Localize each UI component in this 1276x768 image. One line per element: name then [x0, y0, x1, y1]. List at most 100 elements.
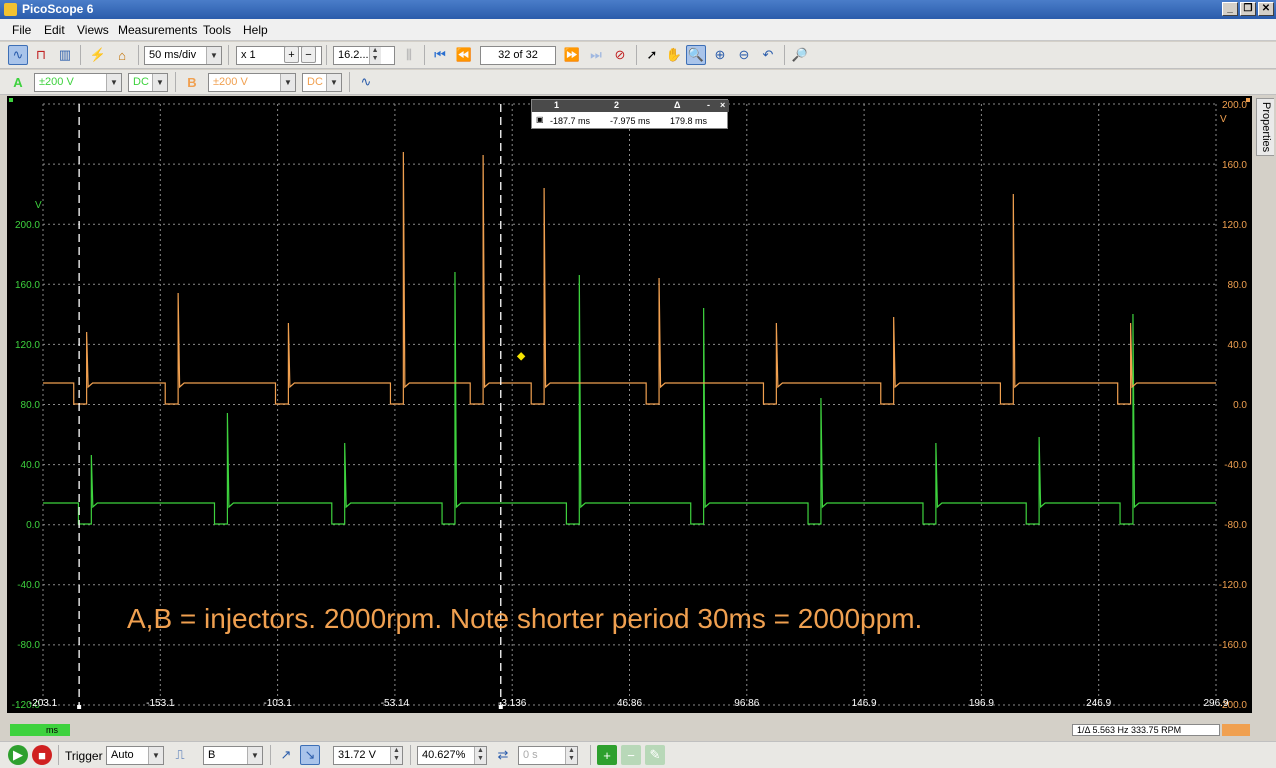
pointer-tool-icon[interactable]: ➚ — [646, 47, 658, 62]
zoom-plus-button[interactable]: + — [284, 46, 299, 63]
channel-a-range[interactable]: ±200 V ▼ — [34, 73, 122, 92]
x-axis-unit: ms — [10, 724, 70, 736]
sample-rate-icon[interactable]: ⫼ — [406, 47, 412, 62]
y-tick-label-right: 0.0 — [1233, 400, 1247, 411]
samples-field[interactable]: 16.2... ▲ ▼ — [333, 46, 395, 65]
channel-a-marker — [9, 98, 13, 102]
run-button[interactable]: ▶ — [8, 745, 28, 765]
close-button[interactable]: ✕ — [1258, 2, 1274, 16]
x-tick-label: 146.9 — [852, 698, 877, 709]
rising-edge-icon[interactable]: ↗ — [280, 747, 292, 762]
zoom-field[interactable]: x 1 — [236, 46, 322, 65]
x-tick-label: 196.9 — [969, 698, 994, 709]
trigger-delay-icon[interactable]: ⇄ — [497, 747, 509, 762]
channel-b-marker — [1246, 98, 1250, 102]
time-ruler-handle-1 — [77, 705, 82, 709]
minimize-button[interactable]: _ — [1222, 2, 1238, 16]
menu-measurements[interactable]: Measurements — [118, 23, 198, 37]
x-tick-label: -103.1 — [263, 698, 292, 709]
probe-icon[interactable]: ⚡ — [89, 47, 107, 62]
y-tick-label-left: 0.0 — [26, 520, 40, 531]
y-tick-label-right: 80.0 — [1228, 280, 1248, 291]
add-measurement-icon[interactable]: + — [597, 745, 617, 765]
trigger-type-icon[interactable]: ⎍ — [175, 747, 185, 762]
trigger-channel-select[interactable]: B ▼ — [203, 746, 263, 765]
ruler-value-delta: 179.8 ms — [670, 116, 708, 126]
y-tick-label-right: -200.0 — [1219, 700, 1248, 711]
trigger-delay-field[interactable]: 0 s ▲ ▼ — [518, 746, 578, 765]
ruler-minimize-icon[interactable]: - — [707, 100, 710, 110]
zoom-overview-icon[interactable]: 🔎 — [791, 47, 809, 62]
ruler-checkbox[interactable]: ▣ — [536, 115, 544, 124]
persistence-mode-icon[interactable]: ⊓ — [35, 47, 47, 62]
restore-button[interactable]: ❐ — [1240, 2, 1256, 16]
window-title: PicoScope 6 — [22, 2, 94, 16]
channel-b-range[interactable]: ±200 V ▼ — [208, 73, 296, 92]
buffer-navigator[interactable]: 32 of 32 — [480, 46, 556, 65]
y-tick-label-left: -40.0 — [17, 580, 40, 591]
menu-tools[interactable]: Tools — [203, 23, 232, 37]
ruler-value-1: -187.7 ms — [550, 116, 591, 126]
menu-help[interactable]: Help — [243, 23, 268, 37]
math-channels-icon[interactable]: ∿ — [360, 74, 372, 89]
last-buffer-icon[interactable]: ⏭ — [590, 47, 602, 62]
zoom-in-icon[interactable]: ⊕ — [714, 47, 726, 62]
properties-tab[interactable]: Properties — [1256, 98, 1274, 156]
y-tick-label-right: 160.0 — [1222, 160, 1247, 171]
channel-a-icon[interactable]: A — [13, 74, 23, 90]
channel-b-indicator — [1222, 724, 1250, 736]
menu-file[interactable]: File — [12, 23, 32, 37]
edit-measurement-icon[interactable]: − — [621, 745, 641, 765]
buffer-overview-icon[interactable]: ⊘ — [614, 47, 626, 62]
x-tick-label: -153.1 — [146, 698, 175, 709]
timebase-select[interactable]: 50 ms/div ▼ — [144, 46, 222, 65]
next-buffer-icon[interactable]: ⏩ — [563, 47, 581, 62]
trigger-label: Trigger — [65, 749, 103, 763]
zoom-minus-button[interactable]: − — [301, 46, 316, 63]
zoom-region-icon[interactable]: 🔍 — [686, 45, 706, 65]
spectrum-mode-icon[interactable]: ▥ — [58, 47, 72, 62]
trigger-mode-select[interactable]: Auto ▼ — [106, 746, 164, 765]
trigger-threshold-field[interactable]: 31.72 V ▲ ▼ — [333, 746, 403, 765]
x-tick-label: 296.9 — [1203, 698, 1228, 709]
channel-a-coupling[interactable]: DC ▼ — [128, 73, 168, 92]
ruler-legend[interactable]: 1 2 Δ - × ▣ -187.7 ms -7.975 ms 179.8 ms — [531, 99, 729, 129]
y-tick-label-left: -120.0 — [12, 700, 41, 711]
y-tick-label-right: 200.0 — [1222, 100, 1247, 111]
menu-views[interactable]: Views — [77, 23, 109, 37]
stop-button[interactable]: ■ — [32, 745, 52, 765]
y-tick-label-left: 200.0 — [15, 220, 40, 231]
ruler-close-icon[interactable]: × — [720, 100, 726, 110]
y-tick-label-right: -80.0 — [1224, 520, 1247, 531]
annotation-text: A,B = injectors. 2000rpm. Note shorter p… — [127, 603, 922, 634]
y-axis-unit-left: V — [35, 200, 42, 211]
frequency-readout: 1/Δ 5.563 Hz 333.75 RPM — [1072, 724, 1220, 736]
first-buffer-icon[interactable]: ⏮ — [434, 47, 446, 62]
menu-edit[interactable]: Edit — [44, 23, 65, 37]
bottom-toolbar: ▶ ■ Trigger Auto ▼ ⎍ B ▼ ↗ ↘ 31.72 V ▲ ▼ 40.… — [0, 741, 1276, 768]
undo-zoom-icon[interactable]: ↶ — [762, 47, 774, 62]
channel-b-icon[interactable]: B — [187, 74, 197, 90]
previous-buffer-icon[interactable]: ⏪ — [455, 47, 473, 62]
x-tick-label: -53.14 — [381, 698, 410, 709]
falling-edge-icon[interactable]: ↘ — [300, 745, 320, 765]
scope-mode-icon[interactable]: ∿ — [8, 45, 28, 65]
y-axis-unit-right: V — [1220, 114, 1227, 125]
x-tick-label: 96.86 — [734, 698, 759, 709]
scope-view[interactable]: 200.0 160.0 120.0 80.0 40.0 0.0 -40.0 -80.0 -120… — [7, 96, 1252, 713]
y-tick-label-right: -120.0 — [1219, 580, 1248, 591]
trace-channel-b — [43, 151, 1216, 405]
zoom-out-icon[interactable]: ⊖ — [738, 47, 750, 62]
x-tick-label: -3.136 — [498, 698, 527, 709]
home-icon[interactable]: ⌂ — [118, 47, 126, 63]
hand-tool-icon[interactable]: ✋ — [665, 47, 683, 62]
channel-b-coupling[interactable]: DC ▼ — [302, 73, 342, 92]
delete-measurement-icon[interactable]: ✎ — [645, 745, 665, 765]
window-title-bar: PicoScope 6 _ ❐ ✕ — [0, 0, 1276, 19]
pretrigger-field[interactable]: 40.627% ▲ ▼ — [417, 746, 487, 765]
x-tick-label: 46.86 — [617, 698, 642, 709]
scope-plot[interactable]: 200.0160.0120.080.040.00.0-40.0-80.0-120… — [7, 96, 1252, 713]
ruler-header-delta: Δ — [674, 100, 681, 110]
x-tick-label: -203.1 — [29, 698, 58, 709]
channel-toolbar: A ±200 V ▼ DC ▼ B ±200 V ▼ DC ▼ ∿ — [0, 70, 1276, 95]
